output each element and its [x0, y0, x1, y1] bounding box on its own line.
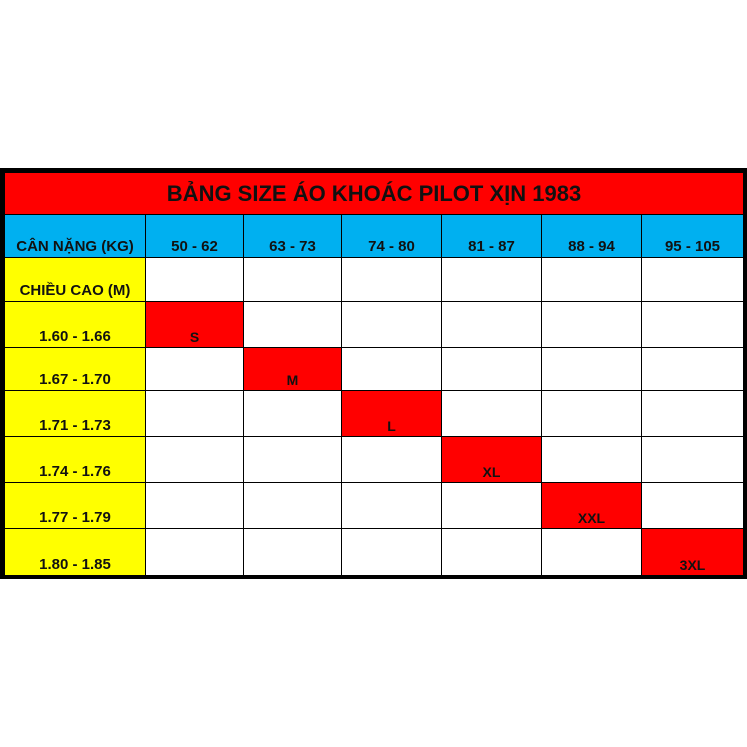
size-chart: BẢNG SIZE ÁO KHOÁC PILOT XỊN 1983 CÂN NẶ…: [0, 168, 747, 579]
empty-cell: [541, 436, 642, 483]
size-cell: M: [243, 347, 342, 391]
empty-cell: [243, 436, 342, 483]
empty-cell: [145, 390, 244, 437]
table-row: 1.80 - 1.85 3XL: [4, 528, 744, 576]
empty-cell: [145, 436, 244, 483]
height-range-label: 1.80 - 1.85: [4, 528, 146, 576]
weight-range-header: 50 - 62: [145, 214, 244, 258]
height-range-label: 1.77 - 1.79: [4, 482, 146, 529]
empty-cell: [243, 301, 342, 348]
size-cell: S: [145, 301, 244, 348]
empty-cell: [145, 257, 244, 302]
empty-cell: [341, 482, 442, 529]
empty-cell: [243, 528, 342, 576]
weight-range-header: 74 - 80: [341, 214, 442, 258]
weight-range-header: 63 - 73: [243, 214, 342, 258]
empty-cell: [541, 301, 642, 348]
table-row: 1.67 - 1.70 M: [4, 347, 744, 391]
empty-cell: [441, 528, 542, 576]
empty-cell: [641, 301, 744, 348]
height-range-label: 1.67 - 1.70: [4, 347, 146, 391]
empty-cell: [341, 347, 442, 391]
empty-cell: [441, 347, 542, 391]
empty-cell: [243, 482, 342, 529]
empty-cell: [541, 347, 642, 391]
empty-cell: [145, 482, 244, 529]
empty-cell: [341, 301, 442, 348]
empty-cell: [641, 482, 744, 529]
size-cell: L: [341, 390, 442, 437]
table-row: 1.77 - 1.79 XXL: [4, 482, 744, 529]
empty-cell: [541, 257, 642, 302]
height-range-label: 1.71 - 1.73: [4, 390, 146, 437]
empty-cell: [641, 390, 744, 437]
empty-cell: [441, 257, 542, 302]
empty-cell: [341, 436, 442, 483]
chart-title: BẢNG SIZE ÁO KHOÁC PILOT XỊN 1983: [4, 172, 744, 215]
weight-range-header: 81 - 87: [441, 214, 542, 258]
height-header: CHIỀU CAO (M): [4, 257, 146, 302]
empty-cell: [541, 528, 642, 576]
empty-cell: [641, 347, 744, 391]
size-cell: XL: [441, 436, 542, 483]
size-table: BẢNG SIZE ÁO KHOÁC PILOT XỊN 1983 CÂN NẶ…: [4, 172, 744, 576]
empty-cell: [441, 482, 542, 529]
empty-cell: [641, 436, 744, 483]
weight-range-header: 88 - 94: [541, 214, 642, 258]
empty-cell: [341, 257, 442, 302]
empty-cell: [145, 347, 244, 391]
empty-cell: [243, 257, 342, 302]
height-range-label: 1.74 - 1.76: [4, 436, 146, 483]
table-row: 1.74 - 1.76 XL: [4, 436, 744, 483]
empty-cell: [243, 390, 342, 437]
empty-cell: [641, 257, 744, 302]
empty-cell: [441, 390, 542, 437]
height-range-label: 1.60 - 1.66: [4, 301, 146, 348]
weight-range-header: 95 - 105: [641, 214, 744, 258]
size-cell: 3XL: [641, 528, 744, 576]
empty-cell: [541, 390, 642, 437]
size-cell: XXL: [541, 482, 642, 529]
table-row: 1.60 - 1.66 S: [4, 301, 744, 348]
empty-cell: [145, 528, 244, 576]
weight-header: CÂN NẶNG (KG): [4, 214, 146, 258]
empty-cell: [341, 528, 442, 576]
empty-cell: [441, 301, 542, 348]
table-row: 1.71 - 1.73 L: [4, 390, 744, 437]
